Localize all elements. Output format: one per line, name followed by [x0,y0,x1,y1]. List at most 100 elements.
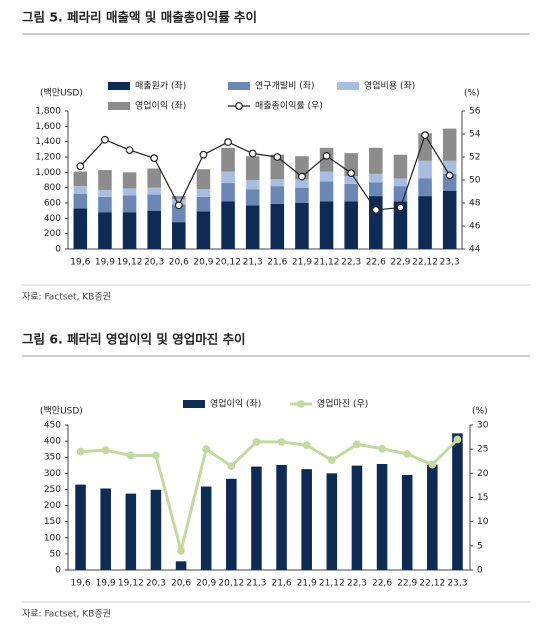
x-tick-label: 21,6 [267,258,287,268]
line-marker [327,456,336,465]
y2-tick-label: 52 [469,153,480,163]
bar [270,154,285,180]
bar [326,473,338,570]
line-marker [445,171,454,180]
line-marker [298,172,306,181]
bar [147,168,161,188]
bar [221,147,235,172]
line-marker [322,151,331,160]
y2-tick-label: 56 [469,107,481,117]
bar [295,187,309,203]
bar [98,170,112,190]
bar [319,201,334,249]
line-marker [302,441,311,450]
y2-tick-label: 48 [469,199,481,209]
source: 자료: Factset, KB증권 [22,291,111,303]
bar [245,189,260,206]
x-tick-label: 19,9 [95,258,115,268]
line-marker [101,135,109,144]
bar [122,188,137,196]
x-tick-label: 22,6 [366,258,386,268]
line-marker [428,460,437,469]
bar [452,433,463,570]
bar [427,464,438,570]
y-tick-label: 0 [55,245,61,255]
bar [150,489,162,570]
bar [221,201,235,249]
bar [369,196,383,249]
y2-tick-label: 54 [469,130,481,140]
legend-swatch [337,82,359,90]
legend-marker [297,400,305,408]
bar [98,189,112,197]
x-tick-label: 22,12 [412,258,438,268]
bar [196,189,211,197]
bar [73,193,88,209]
y2-tick-label: 30 [477,421,489,431]
line-marker [378,444,386,453]
bar [98,196,112,213]
x-tick-label: 20,3 [146,579,166,589]
line-marker [248,149,257,158]
line-marker [347,169,356,178]
line-marker [177,546,185,555]
x-tick-label: 20,9 [196,579,216,589]
bar [351,465,363,570]
bar [376,463,388,570]
bar [122,195,137,213]
line-marker [202,445,211,454]
y-axis-label: (백만USD) [40,88,83,99]
source: 자료: Factset, KB증권 [22,608,111,620]
y-tick-label: 350 [44,453,61,463]
bar [270,179,285,187]
line-marker [403,450,412,458]
bar [100,488,111,570]
y-axis-label: (백만USD) [40,406,83,417]
y-tick-label: 200 [44,229,61,239]
y-tick-label: 1,800 [35,107,61,117]
bar [301,469,312,570]
line-marker [101,446,110,455]
x-tick-label: 21,9 [297,579,317,589]
bar [245,180,260,190]
line-marker [277,438,286,446]
y-tick-label: 400 [44,437,61,447]
bar [196,196,211,212]
bar [245,156,260,180]
line-marker [174,201,183,210]
line [80,438,459,552]
y-tick-label: 50 [50,549,62,559]
bar [442,190,457,249]
bar [369,173,383,183]
legend-label: 매출총이익률 (우) [255,100,323,112]
y-tick-label: 800 [44,183,61,193]
x-tick-label: 20,3 [144,258,164,268]
bar [369,147,383,174]
legend-label: 영업비용 (좌) [364,81,415,92]
bar [344,176,358,184]
y2-tick-label: 10 [477,517,489,527]
legend-marker [235,102,243,110]
line-marker [224,138,232,146]
bar [73,208,88,249]
line-marker [453,435,462,444]
bar [122,212,137,249]
line-marker [125,146,134,155]
x-tick-label: 22,3 [341,258,361,268]
bar [393,154,408,179]
bar [122,172,137,189]
y-tick-label: 150 [44,517,61,527]
bar [401,474,413,570]
bar [270,203,285,249]
bar [172,204,186,223]
bar [295,203,309,249]
x-tick-label: 19,12 [118,579,144,589]
bar [344,183,358,202]
bar [270,186,285,204]
x-tick-label: 19,9 [96,579,116,589]
x-tick-label: 22,9 [397,579,417,589]
x-tick-label: 22,12 [419,579,445,589]
chart-title: 그림 6. 페라리 영업이익 및 영업마진 추이 [22,332,246,347]
legend-label: 매출원가 (좌) [135,81,186,92]
